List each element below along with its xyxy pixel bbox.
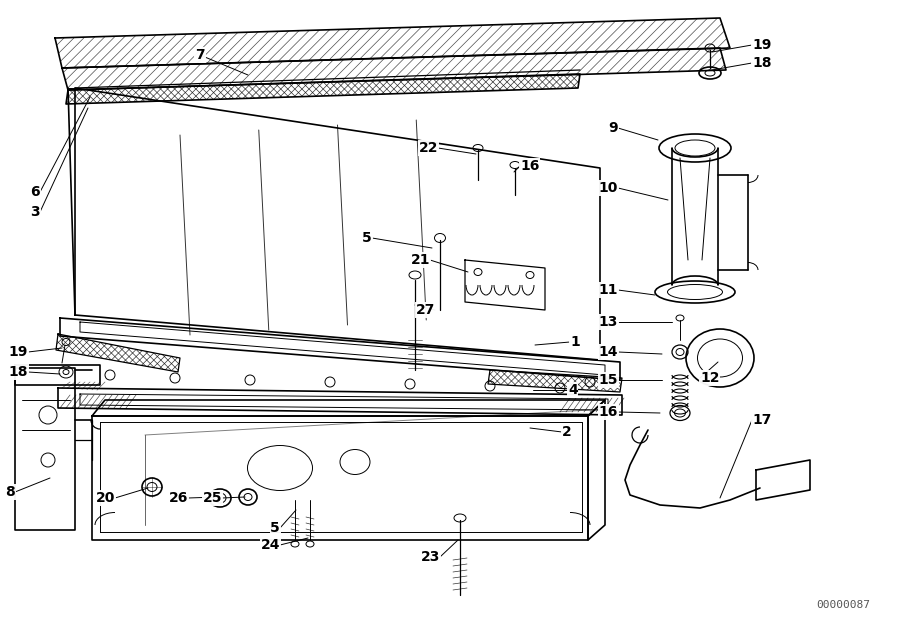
Text: 9: 9 [608, 121, 618, 135]
Text: 27: 27 [416, 303, 435, 317]
Text: 00000087: 00000087 [816, 600, 870, 610]
Text: 21: 21 [410, 253, 430, 267]
Text: 8: 8 [5, 485, 15, 499]
Text: 19: 19 [9, 345, 28, 359]
Text: 13: 13 [598, 315, 618, 329]
Text: 23: 23 [420, 550, 440, 564]
Text: 25: 25 [202, 491, 222, 505]
Text: 19: 19 [752, 38, 771, 52]
Text: 12: 12 [700, 371, 719, 385]
Text: 2: 2 [562, 425, 572, 439]
Text: 3: 3 [31, 205, 40, 219]
Text: 7: 7 [195, 48, 205, 62]
Text: 26: 26 [168, 491, 188, 505]
Text: 20: 20 [95, 491, 115, 505]
Text: 16: 16 [520, 159, 539, 173]
Text: 22: 22 [418, 141, 438, 155]
Text: 6: 6 [31, 185, 40, 199]
Text: 5: 5 [362, 231, 372, 245]
Text: 16: 16 [598, 405, 618, 419]
Text: 15: 15 [598, 373, 618, 387]
Text: 24: 24 [260, 538, 280, 552]
Text: 4: 4 [568, 383, 578, 397]
Text: 5: 5 [270, 521, 280, 535]
Text: 18: 18 [752, 56, 771, 70]
Text: 1: 1 [570, 335, 580, 349]
Text: 17: 17 [752, 413, 771, 427]
Text: 11: 11 [598, 283, 618, 297]
Text: 18: 18 [8, 365, 28, 379]
Text: 10: 10 [598, 181, 618, 195]
Text: 14: 14 [598, 345, 618, 359]
